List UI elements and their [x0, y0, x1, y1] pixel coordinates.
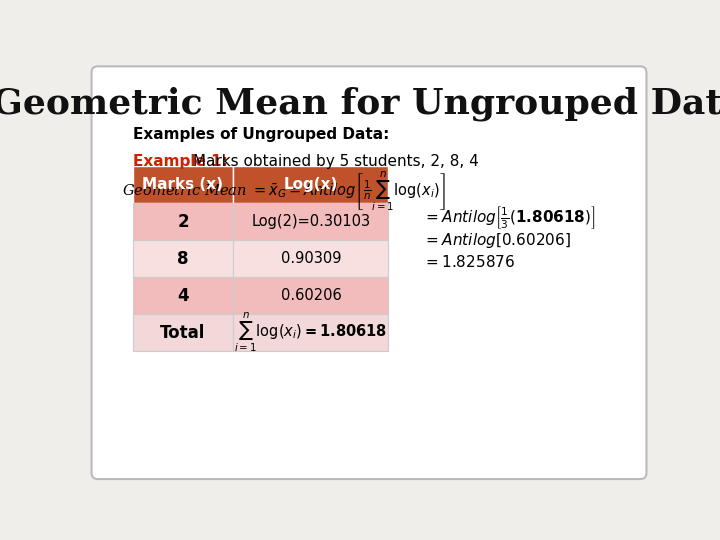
Bar: [233, 166, 388, 204]
Bar: [132, 314, 233, 351]
Text: $\sum_{i=1}^{n}\log(x_i)$$\mathbf{=1.80618}$: $\sum_{i=1}^{n}\log(x_i)$$\mathbf{=1.806…: [235, 311, 387, 354]
Text: 4: 4: [177, 287, 189, 305]
Text: Log(x): Log(x): [284, 178, 338, 192]
Bar: [233, 314, 388, 351]
Text: Geometric Mean for Ungrouped Data: Geometric Mean for Ungrouped Data: [0, 86, 720, 120]
Bar: [132, 240, 233, 278]
Text: Examples of Ungrouped Data:: Examples of Ungrouped Data:: [132, 126, 389, 141]
Text: Log(2)=0.30103: Log(2)=0.30103: [251, 214, 370, 230]
Text: $= Antilog\left[0.60206\right]$: $= Antilog\left[0.60206\right]$: [423, 231, 571, 250]
Text: Marks (x): Marks (x): [143, 178, 223, 192]
FancyBboxPatch shape: [91, 66, 647, 479]
Bar: [233, 240, 388, 278]
Bar: [132, 278, 233, 314]
Text: $=1.825876$: $=1.825876$: [423, 254, 516, 270]
Bar: [233, 278, 388, 314]
Text: Marks obtained by 5 students, 2, 8, 4: Marks obtained by 5 students, 2, 8, 4: [189, 153, 480, 168]
Text: Total: Total: [161, 324, 206, 342]
Bar: [233, 204, 388, 240]
Text: 0.60206: 0.60206: [281, 288, 341, 303]
Text: $= Antilog\left[\frac{1}{3}(\mathbf{1.80618})\right]$: $= Antilog\left[\frac{1}{3}(\mathbf{1.80…: [423, 204, 596, 231]
Text: Geometric Mean $= \bar{x}_G = Antilog\left[\frac{1}{n}\sum_{i=1}^{n}\log(x_i)\ri: Geometric Mean $= \bar{x}_G = Antilog\le…: [122, 170, 446, 213]
Bar: [132, 166, 233, 204]
Text: 8: 8: [177, 250, 189, 268]
Text: 2: 2: [177, 213, 189, 231]
Text: Example 1:: Example 1:: [132, 153, 228, 168]
Bar: [132, 204, 233, 240]
Text: 0.90309: 0.90309: [281, 251, 341, 266]
